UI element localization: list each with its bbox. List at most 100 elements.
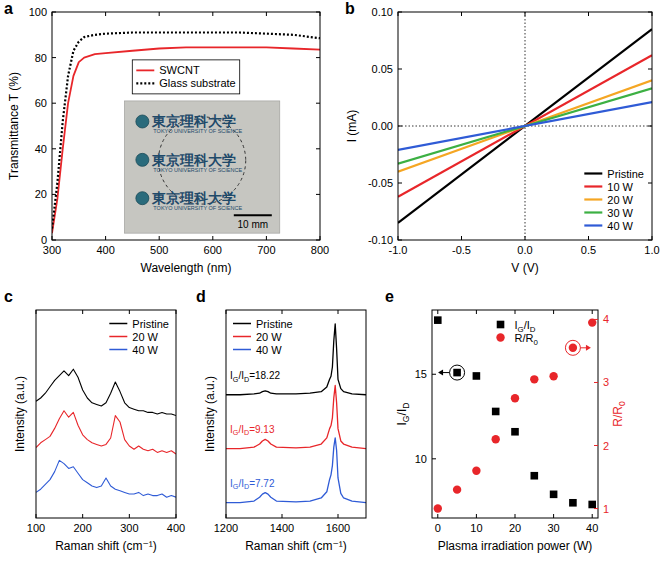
legend-label: 40 W bbox=[132, 344, 158, 356]
y-tick bbox=[52, 103, 56, 104]
text-part: 1.0 bbox=[644, 244, 659, 256]
text-part: 30 bbox=[547, 522, 559, 534]
y-tick bbox=[398, 240, 402, 241]
panel-letter: d bbox=[196, 288, 206, 305]
axis-indicator bbox=[450, 365, 465, 380]
marker bbox=[511, 428, 519, 436]
logo-subtitle: TOKYO UNIVERSITY OF SCIENCE bbox=[153, 167, 242, 173]
x-tick bbox=[212, 12, 213, 16]
y-tick bbox=[316, 103, 320, 104]
x-tick bbox=[266, 236, 267, 240]
x-tick-label: 1200 bbox=[214, 522, 238, 534]
plot-frame bbox=[398, 12, 652, 240]
x-tick bbox=[129, 310, 130, 314]
y-tick-label: -0.05 bbox=[368, 177, 393, 189]
text-part: 0.0 bbox=[517, 244, 532, 256]
text-part: SWCNT bbox=[159, 64, 200, 76]
text-part: 4 bbox=[603, 313, 609, 325]
axis-indicator bbox=[438, 370, 443, 376]
x-tick bbox=[525, 236, 526, 240]
x-tick bbox=[437, 310, 438, 314]
annotation: IG/ID=18.22 bbox=[230, 370, 280, 384]
logo-subtitle: TOKYO UNIVERSITY OF SCIENCE bbox=[153, 128, 242, 134]
text-part: Intensity (a.u.) bbox=[13, 376, 27, 452]
x-tick-label: 400 bbox=[167, 522, 185, 534]
marker bbox=[434, 504, 442, 512]
marker bbox=[569, 499, 577, 507]
x-tick-label: 1600 bbox=[326, 522, 350, 534]
legend-label: SWCNT bbox=[159, 64, 200, 76]
text-part: 3 bbox=[603, 376, 609, 388]
y2-tick bbox=[594, 382, 598, 383]
text-part: Transmittance T (%) bbox=[7, 72, 21, 180]
x-tick bbox=[652, 12, 653, 16]
text-part: 600 bbox=[204, 244, 222, 256]
marker bbox=[434, 316, 442, 324]
plot-data bbox=[36, 369, 176, 497]
text-part: -0.10 bbox=[368, 234, 393, 246]
y-tick-label: 40 bbox=[35, 143, 47, 155]
x-tick bbox=[282, 514, 283, 518]
marker bbox=[530, 375, 538, 383]
legend: SWCNTGlass substrate bbox=[132, 60, 239, 94]
text-part: -0.5 bbox=[452, 244, 471, 256]
text-part: 400 bbox=[167, 522, 185, 534]
text-part: 20 bbox=[509, 522, 521, 534]
legend-label: 40 W bbox=[607, 220, 633, 232]
text-part: Plasma irradiation power (W) bbox=[438, 539, 593, 553]
y-tick bbox=[316, 194, 320, 195]
legend-swatch bbox=[136, 82, 154, 84]
x-tick bbox=[461, 12, 462, 16]
x-tick-label: 700 bbox=[257, 244, 275, 256]
x-tick bbox=[176, 514, 177, 518]
text-part: 400 bbox=[96, 244, 114, 256]
x-tick-label: 40 bbox=[586, 522, 598, 534]
text-part: 10 bbox=[415, 453, 427, 465]
y-tick bbox=[52, 12, 56, 13]
text-part: 80 bbox=[35, 52, 47, 64]
legend-swatch bbox=[584, 198, 602, 200]
series-line bbox=[226, 386, 366, 449]
panel-letter: e bbox=[385, 288, 394, 305]
x-tick bbox=[159, 236, 160, 240]
text-part: 0.10 bbox=[372, 6, 393, 18]
text-part: Pristine bbox=[607, 168, 644, 180]
text-part: 40 W bbox=[607, 220, 633, 232]
text-part: Wavelength (nm) bbox=[141, 261, 232, 275]
plot-data bbox=[434, 316, 597, 512]
series-line bbox=[36, 369, 176, 415]
x-tick-label: 10 bbox=[470, 522, 482, 534]
series-line bbox=[398, 29, 652, 223]
x-tick bbox=[105, 12, 106, 16]
text-part: 20 W bbox=[607, 194, 633, 206]
legend-swatch bbox=[584, 172, 602, 174]
legend-label: 20 W bbox=[256, 331, 282, 343]
legend-swatch bbox=[233, 336, 251, 338]
y-tick-label: 0.05 bbox=[372, 63, 393, 75]
legend-label: 10 W bbox=[607, 181, 633, 193]
legend: Pristine10 W20 W30 W40 W bbox=[584, 168, 644, 232]
panel: c100200300400Raman shift (cm⁻¹)Intensity… bbox=[4, 288, 185, 553]
x-tick-label: 1.0 bbox=[644, 244, 659, 256]
y-axis-title: Transmittance T (%) bbox=[7, 72, 21, 180]
legend-label: 20 W bbox=[607, 194, 633, 206]
text-part: Pristine bbox=[256, 318, 293, 330]
series-line bbox=[52, 47, 320, 233]
text-part: I (mA) bbox=[345, 110, 359, 143]
x-tick bbox=[515, 514, 516, 518]
x-tick-label: 20 bbox=[509, 522, 521, 534]
x-tick bbox=[398, 12, 399, 16]
text-part: 2 bbox=[603, 440, 609, 452]
text-part: e bbox=[385, 288, 394, 305]
text-part: 100 bbox=[27, 522, 45, 534]
legend-box bbox=[132, 60, 239, 94]
text-part: 0.5 bbox=[581, 244, 596, 256]
scale-bar bbox=[234, 214, 272, 216]
y2-tick-label: 3 bbox=[603, 376, 609, 388]
y2-tick-label: 2 bbox=[603, 440, 609, 452]
y-tick-label: 100 bbox=[29, 6, 47, 18]
panel-letter: a bbox=[4, 0, 13, 17]
text-part: c bbox=[4, 288, 13, 305]
x-tick bbox=[398, 236, 399, 240]
marker bbox=[491, 435, 499, 443]
